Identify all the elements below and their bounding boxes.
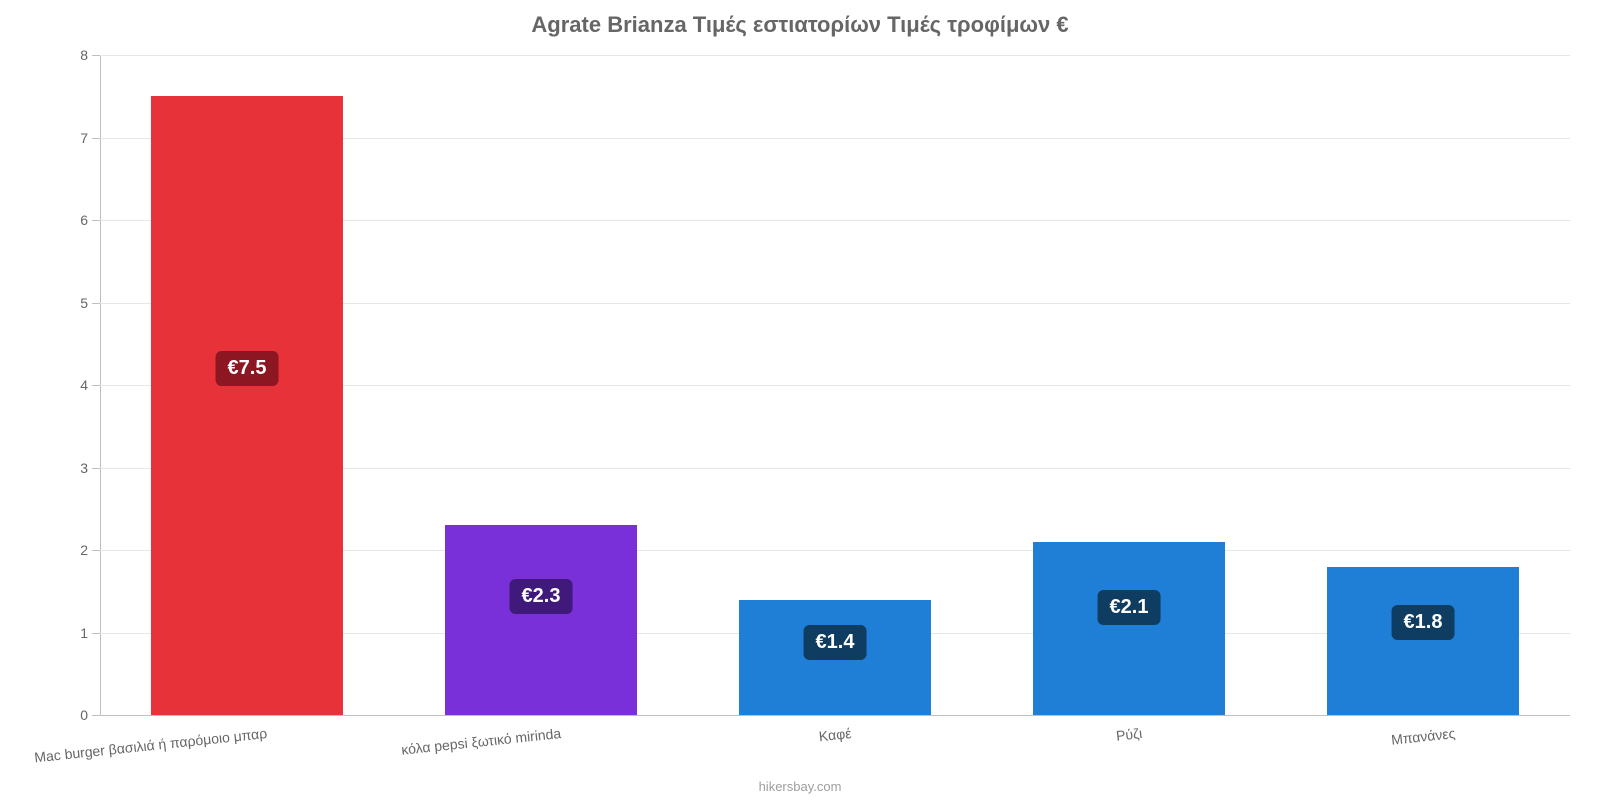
y-tick <box>92 633 100 634</box>
bar-value-label: €2.3 <box>510 579 573 614</box>
y-tick-label: 4 <box>54 377 88 393</box>
y-tick <box>92 715 100 716</box>
bar <box>445 525 636 715</box>
plot-area: 012345678€7.5Mac burger βασιλιά ή παρόμο… <box>100 55 1570 715</box>
x-axis <box>100 715 1570 716</box>
bar <box>151 96 342 715</box>
y-tick <box>92 550 100 551</box>
bar-value-label: €2.1 <box>1098 590 1161 625</box>
bar-value-label: €1.8 <box>1392 605 1455 640</box>
y-tick <box>92 55 100 56</box>
y-tick-label: 1 <box>54 625 88 641</box>
x-tick-label: Μπανάνες <box>1390 725 1456 748</box>
y-tick-label: 7 <box>54 130 88 146</box>
y-tick <box>92 385 100 386</box>
y-tick <box>92 220 100 221</box>
y-tick-label: 3 <box>54 460 88 476</box>
y-tick-label: 2 <box>54 542 88 558</box>
attribution-text: hikersbay.com <box>0 779 1600 794</box>
bar <box>1033 542 1224 715</box>
y-tick <box>92 138 100 139</box>
y-tick <box>92 468 100 469</box>
y-tick-label: 6 <box>54 212 88 228</box>
bar <box>1327 567 1518 716</box>
bar-value-label: €7.5 <box>216 351 279 386</box>
x-tick-label: κόλα pepsi ξωτικό mirinda <box>401 725 562 758</box>
x-tick-label: Mac burger βασιλιά ή παρόμοιο μπαρ <box>34 725 268 765</box>
bar-value-label: €1.4 <box>804 625 867 660</box>
chart-title: Agrate Brianza Τιμές εστιατορίων Τιμές τ… <box>0 12 1600 38</box>
gridline <box>100 55 1570 56</box>
x-tick-label: Ρύζι <box>1115 725 1143 744</box>
y-tick-label: 8 <box>54 47 88 63</box>
y-tick <box>92 303 100 304</box>
y-tick-label: 5 <box>54 295 88 311</box>
y-tick-label: 0 <box>54 707 88 723</box>
chart-container: Agrate Brianza Τιμές εστιατορίων Τιμές τ… <box>0 0 1600 800</box>
x-tick-label: Καφέ <box>818 725 852 744</box>
